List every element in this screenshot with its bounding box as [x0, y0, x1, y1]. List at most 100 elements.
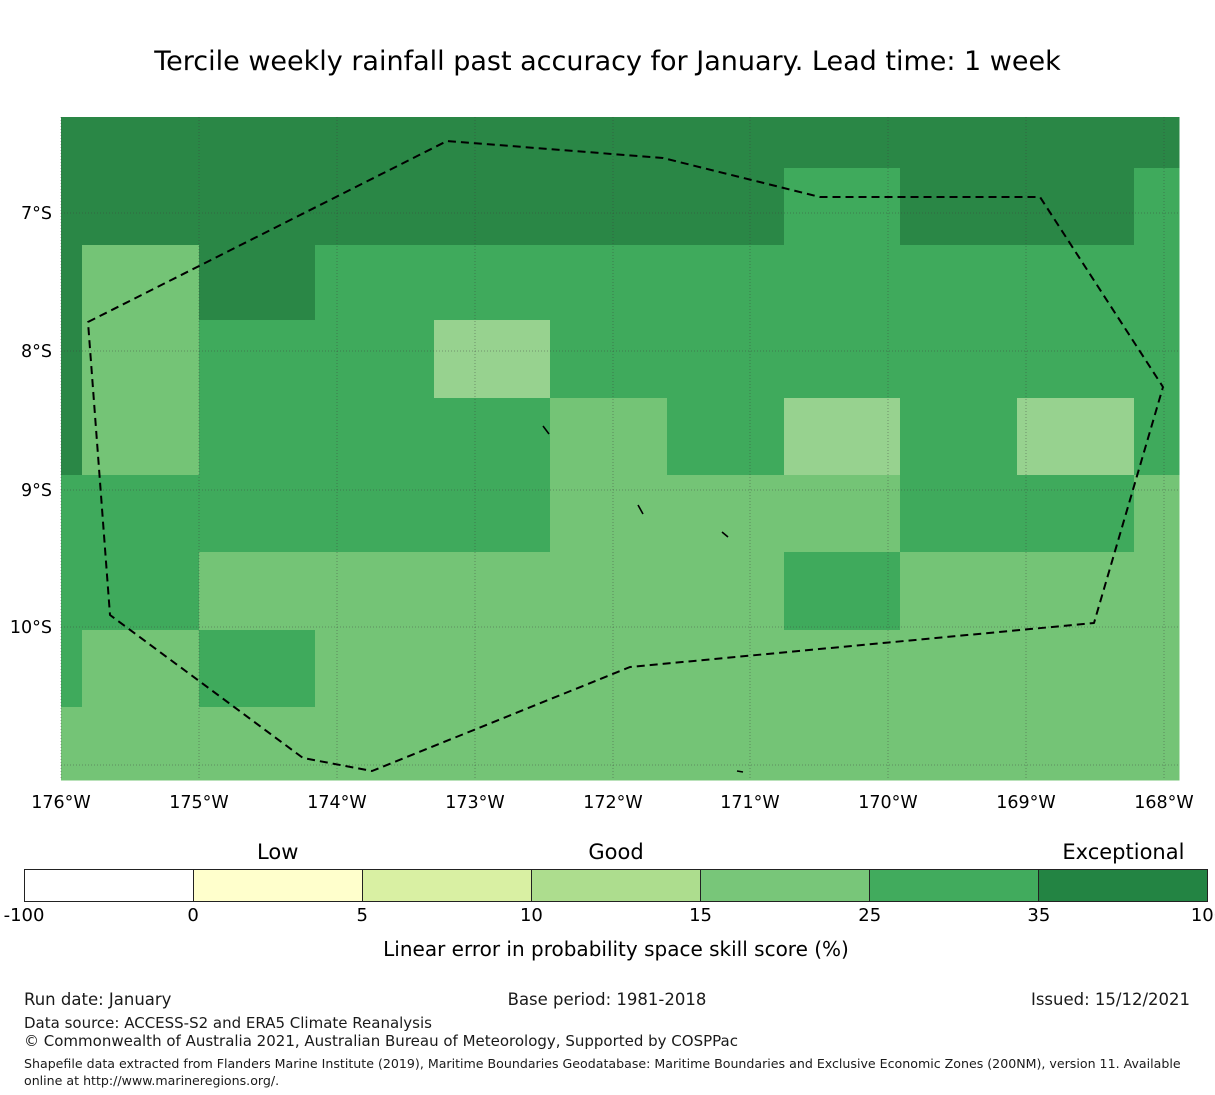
- map-cell: [1017, 707, 1135, 781]
- map-cell: [199, 320, 316, 399]
- map-cell: [667, 630, 785, 708]
- map-cell: [61, 475, 83, 553]
- colorbar-caption: Linear error in probability space skill …: [383, 937, 849, 961]
- run-date-label: Run date: January: [24, 990, 172, 1009]
- y-tick-label: 8°S: [21, 342, 52, 362]
- map-cell: [667, 320, 785, 399]
- y-tick-label: 10°S: [10, 618, 52, 638]
- map-cell: [315, 630, 435, 708]
- map-cell: [550, 245, 668, 321]
- map-cell: [667, 168, 785, 246]
- map-cell: [900, 168, 1018, 246]
- map-cell: [61, 117, 83, 169]
- colorbar-quality-label: Low: [257, 840, 299, 864]
- map-cell: [784, 117, 901, 169]
- map-cell: [315, 320, 435, 399]
- shapefile-note: Shapefile data extracted from Flanders M…: [24, 1056, 1181, 1088]
- map-cell: [550, 398, 668, 476]
- colorbar-tick-labels: -100 0 5 10 15 25 35 100: [4, 905, 1215, 929]
- colorbar-quality-labels: Low Good Exceptional: [24, 840, 1208, 868]
- map-cell: [61, 320, 83, 399]
- map-cell: [1134, 117, 1180, 169]
- map-cell: [434, 168, 551, 246]
- map-cell: [784, 320, 901, 399]
- map-cell: [315, 398, 435, 476]
- colorbar-tick-label: 35: [1027, 905, 1051, 926]
- map-cell: [550, 320, 668, 399]
- map-cell: [82, 117, 200, 169]
- map-cell: [1017, 630, 1135, 708]
- map-cell: [900, 398, 1018, 476]
- map-cell: [1017, 168, 1135, 246]
- map-cell: [1017, 245, 1135, 321]
- map-cell: [900, 475, 1018, 553]
- island-mark: [542, 425, 550, 435]
- x-tick-label: 169°W: [996, 793, 1055, 813]
- map-cell: [900, 630, 1018, 708]
- map-cell: [1017, 117, 1135, 169]
- map-cell: [434, 475, 551, 553]
- copyright-note: © Commonwealth of Australia 2021, Austra…: [24, 1032, 738, 1050]
- rainfall-skill-map: 176°W 175°W 174°W 173°W 172°W 171°W 170°W 169°W…: [10, 117, 1194, 813]
- map-cell: [434, 117, 551, 169]
- x-tick-label: 175°W: [169, 793, 228, 813]
- map-cell: [550, 475, 668, 553]
- colorbar-tick-label: 5: [356, 905, 369, 926]
- island-mark: [637, 504, 644, 515]
- x-tick-label: 173°W: [445, 793, 504, 813]
- colorbar-tick-label: 10: [519, 905, 543, 926]
- map-cell: [434, 552, 551, 631]
- colorbar-segment: [193, 870, 362, 901]
- map-cell: [784, 630, 901, 708]
- map-cell: [784, 398, 901, 476]
- map-cell: [82, 245, 200, 321]
- map-cell: [667, 707, 785, 781]
- map-cell: [667, 398, 785, 476]
- map-cell: [900, 707, 1018, 781]
- data-source-note: Data source: ACCESS-S2 and ERA5 Climate …: [24, 1014, 432, 1032]
- colorbar: Low Good Exceptional -100 0 5 10 15 25 35 100 Lin…: [4, 840, 1215, 961]
- map-cell: [315, 707, 435, 781]
- map-cell: [315, 168, 435, 246]
- colorbar-tick-label: 0: [187, 905, 199, 926]
- colorbar-segment: [25, 870, 193, 901]
- base-period-label: Base period: 1981-2018: [507, 990, 707, 1009]
- map-cell: [61, 168, 83, 246]
- issued-label: Issued: 15/12/2021: [1030, 990, 1190, 1009]
- map-cell: [900, 552, 1018, 631]
- x-tick-label: 174°W: [307, 793, 366, 813]
- map-cell: [1134, 168, 1180, 246]
- map-cell: [199, 552, 316, 631]
- map-cell: [199, 398, 316, 476]
- colorbar-tick-label: 100: [1190, 905, 1215, 926]
- map-cell: [199, 475, 316, 553]
- map-cell: [199, 707, 316, 781]
- map-cell: [900, 245, 1018, 321]
- map-cell: [900, 117, 1018, 169]
- map-cell: [315, 552, 435, 631]
- colorbar-segment: [531, 870, 700, 901]
- map-cell: [61, 552, 83, 631]
- map-cell: [434, 398, 551, 476]
- map-cell: [82, 630, 200, 708]
- map-cell: [1017, 552, 1135, 631]
- island-mark: [736, 770, 744, 773]
- island-mark: [721, 531, 729, 538]
- map-cell: [1017, 398, 1135, 476]
- colorbar-segment: [362, 870, 531, 901]
- map-cell: [1017, 475, 1135, 553]
- page-title: Tercile weekly rainfall past accuracy fo…: [154, 46, 1061, 77]
- map-cell: [550, 117, 668, 169]
- map-cell: [1134, 707, 1180, 781]
- map-cell: [667, 475, 785, 553]
- map-cell: [784, 245, 901, 321]
- x-tick-label: 176°W: [31, 793, 90, 813]
- map-cell: [82, 552, 200, 631]
- map-cell: [1017, 320, 1135, 399]
- colorbar-bar: [24, 869, 1208, 902]
- map-cell: [550, 707, 668, 781]
- map-cell: [1134, 245, 1180, 321]
- x-tick-label: 172°W: [583, 793, 642, 813]
- map-cell: [199, 245, 316, 321]
- colorbar-tick-label: 15: [689, 905, 713, 926]
